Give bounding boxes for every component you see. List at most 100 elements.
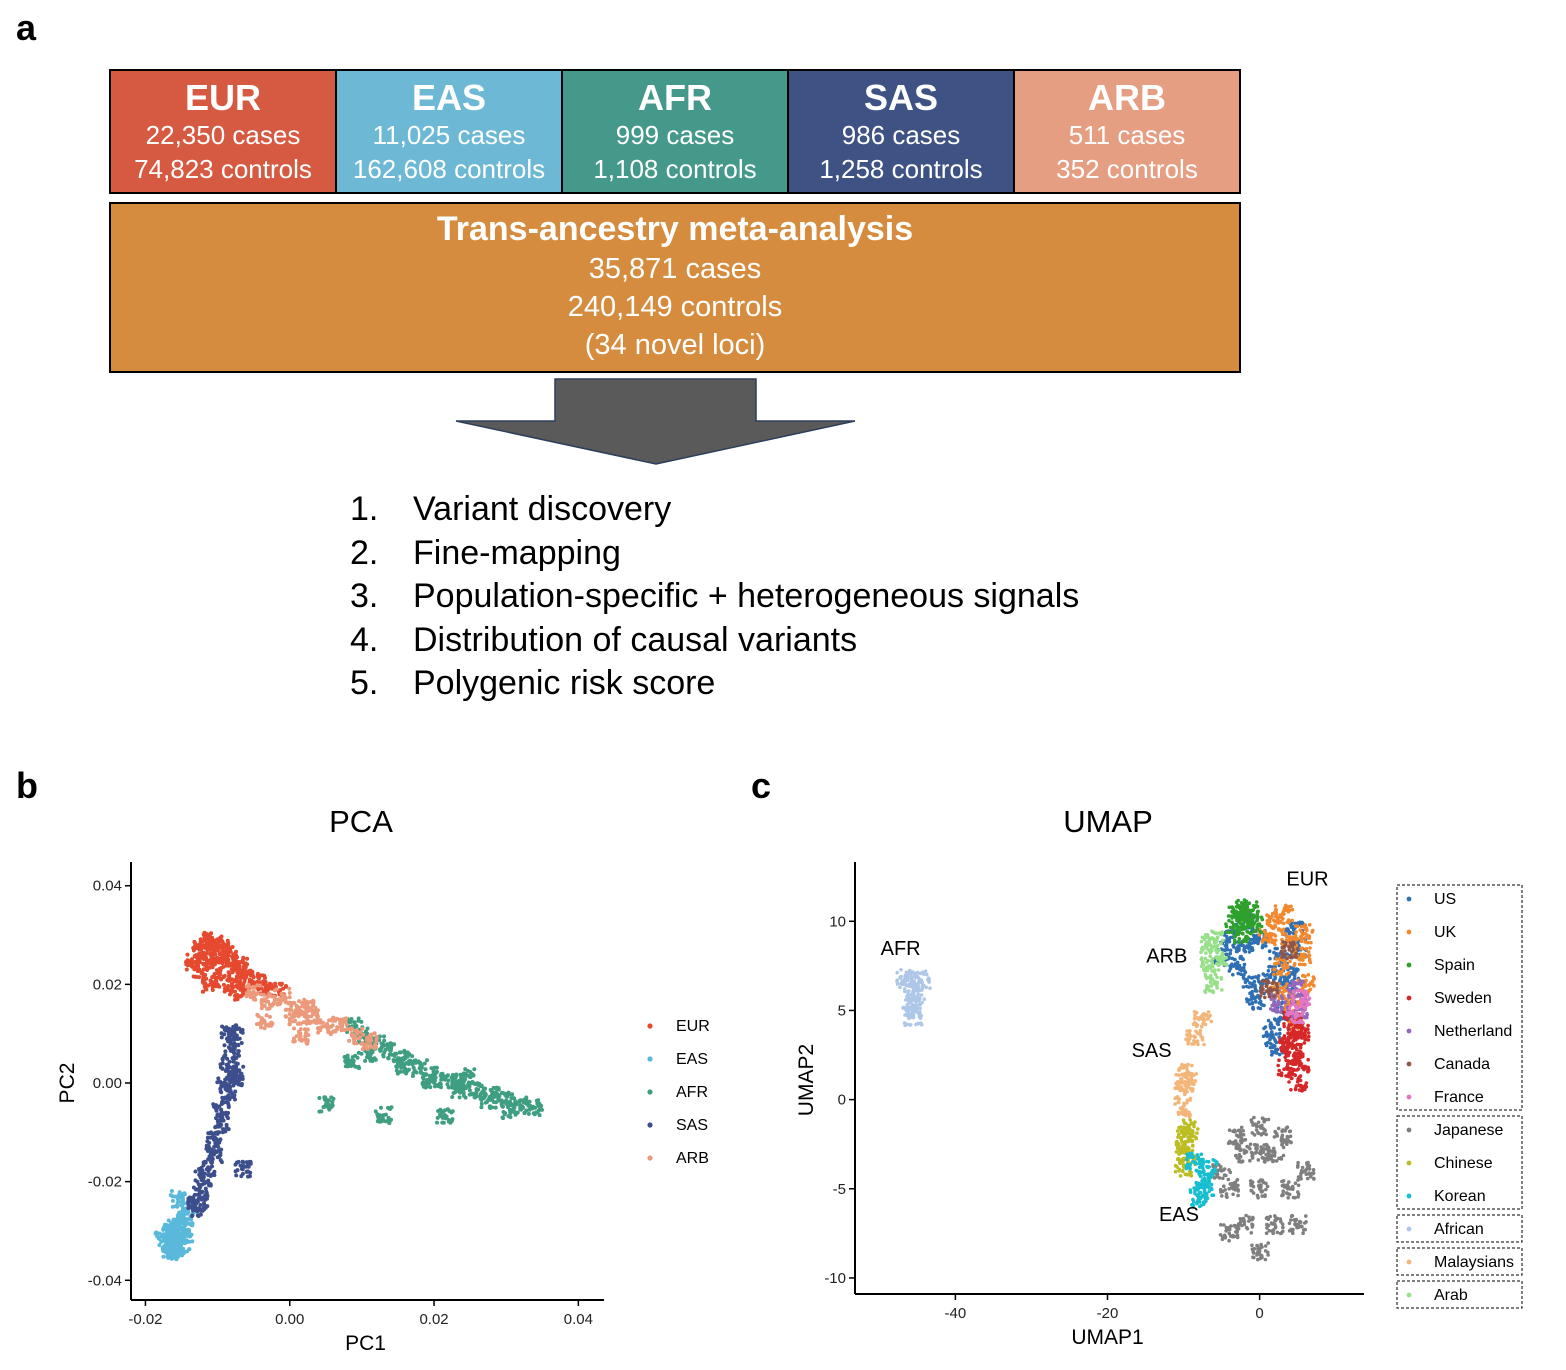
- data-point: [380, 1116, 385, 1121]
- data-point: [214, 1103, 218, 1108]
- data-point: [1195, 1187, 1199, 1192]
- data-point: [1224, 947, 1229, 951]
- data-point: [1301, 974, 1305, 978]
- data-point: [1259, 915, 1264, 920]
- data-point: [1275, 1047, 1280, 1052]
- data-point: [1284, 965, 1289, 970]
- step-number: 5.: [350, 664, 379, 702]
- data-point: [1253, 975, 1258, 979]
- data-point: [180, 1195, 185, 1200]
- data-point: [1260, 1155, 1265, 1160]
- data-point: [1189, 1173, 1194, 1178]
- data-point: [155, 1234, 160, 1239]
- data-point: [204, 1143, 209, 1148]
- data-point: [1272, 918, 1276, 922]
- data-point: [193, 954, 198, 959]
- data-point: [1254, 903, 1259, 908]
- data-point: [1242, 938, 1246, 942]
- data-point: [1280, 1142, 1285, 1146]
- data-point: [197, 975, 202, 980]
- data-point: [1301, 1170, 1306, 1174]
- data-point: [387, 1120, 392, 1125]
- data-point: [240, 1030, 245, 1035]
- data-point: [1247, 975, 1251, 979]
- data-point: [522, 1110, 527, 1115]
- data-point: [1272, 1154, 1277, 1158]
- data-point: [1287, 1006, 1292, 1011]
- data-point: [1237, 936, 1242, 941]
- data-point: [1193, 1120, 1197, 1124]
- data-point: [226, 961, 231, 966]
- data-point: [349, 1031, 354, 1036]
- data-point: [1291, 983, 1296, 988]
- data-point: [1281, 940, 1285, 944]
- data-point: [1243, 1137, 1248, 1142]
- data-point: [236, 1049, 241, 1054]
- data-point: [1274, 952, 1279, 956]
- data-point: [355, 1028, 359, 1033]
- data-point: [202, 1159, 207, 1164]
- data-point: [212, 962, 217, 967]
- data-point: [1250, 1131, 1255, 1135]
- cohort-name: ARB: [1088, 76, 1166, 118]
- data-point: [1292, 976, 1297, 981]
- data-point: [1274, 1159, 1279, 1163]
- data-point: [222, 943, 227, 948]
- data-point: [195, 969, 200, 974]
- data-point: [263, 975, 267, 980]
- data-point: [1279, 1157, 1284, 1161]
- data-point: [1263, 1160, 1267, 1164]
- data-point: [1285, 1125, 1290, 1129]
- data-point: [386, 1056, 391, 1060]
- data-point: [178, 1222, 183, 1226]
- data-point: [1260, 979, 1265, 983]
- data-point: [1267, 991, 1271, 996]
- down-arrow-icon: [455, 378, 856, 465]
- umap-plot-title: UMAP: [1063, 804, 1153, 839]
- data-point: [381, 1054, 386, 1059]
- data-point: [1198, 1196, 1203, 1200]
- data-point: [1240, 1223, 1244, 1228]
- data-point: [425, 1058, 429, 1063]
- data-point: [226, 1085, 231, 1090]
- data-point: [1249, 931, 1253, 936]
- data-point: [244, 1169, 249, 1174]
- data-point: [258, 980, 263, 985]
- data-point: [264, 1013, 269, 1018]
- data-point: [1293, 1025, 1298, 1029]
- data-point: [1260, 940, 1265, 944]
- data-point: [467, 1088, 472, 1093]
- data-point: [193, 1169, 198, 1174]
- data-point: [1228, 951, 1233, 956]
- data-point: [210, 984, 215, 989]
- data-point: [270, 1021, 275, 1026]
- data-point: [292, 1014, 297, 1018]
- data-point: [173, 1252, 178, 1257]
- data-point: [1240, 956, 1245, 961]
- data-point: [196, 1214, 201, 1218]
- data-point: [1289, 904, 1293, 909]
- data-point: [202, 984, 207, 989]
- data-point: [505, 1100, 510, 1105]
- data-point: [1252, 935, 1257, 940]
- data-point: [1293, 1087, 1298, 1092]
- data-point: [1238, 1148, 1243, 1153]
- data-point: [305, 1008, 309, 1013]
- data-point: [222, 973, 227, 978]
- data-point: [348, 1027, 353, 1032]
- data-point: [449, 1118, 454, 1123]
- y-axis-label: PC2: [56, 1063, 79, 1104]
- data-point: [1267, 994, 1272, 999]
- data-point: [231, 1024, 236, 1029]
- data-point: [293, 1019, 298, 1023]
- data-point: [1250, 1243, 1254, 1248]
- data-point: [1285, 956, 1289, 961]
- meta-analysis-controls: 240,149 controls: [567, 291, 783, 323]
- data-point: [401, 1057, 406, 1062]
- data-point: [1253, 995, 1257, 1000]
- data-point: [157, 1243, 162, 1248]
- data-point: [1287, 983, 1292, 988]
- data-point: [1230, 956, 1235, 961]
- data-point: [1292, 962, 1297, 966]
- data-point: [173, 1231, 178, 1236]
